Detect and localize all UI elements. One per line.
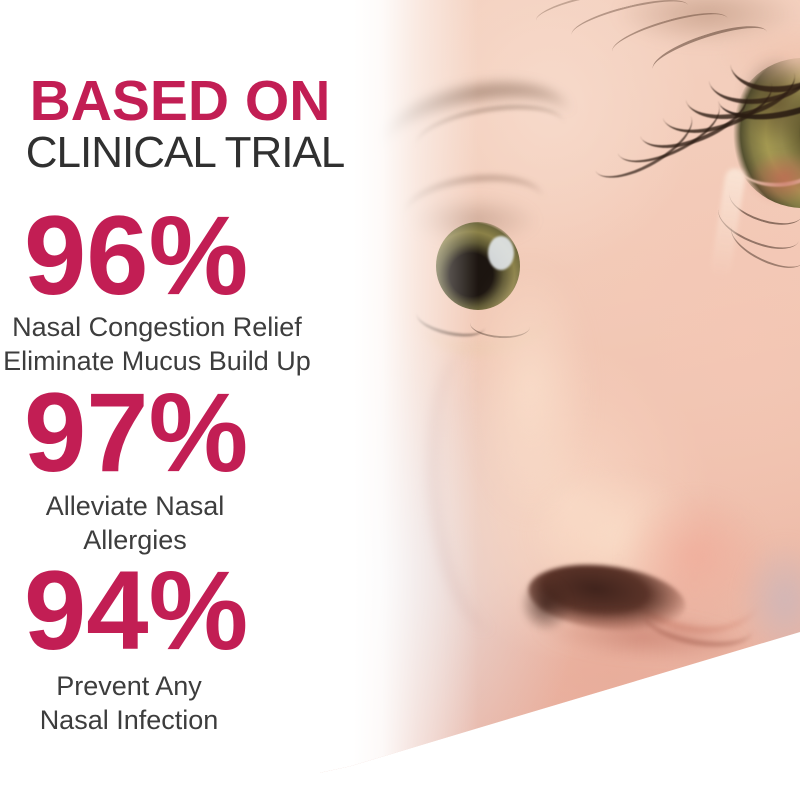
stat-description-line: Alleviate Nasal [45,491,225,521]
stat-description-line: Eliminate Mucus Build Up [3,345,311,376]
stat-value-96: 96% [24,193,249,318]
stat-description-94: Prevent Any Nasal Infection [0,670,258,738]
stat-value-94: 94% [24,548,249,673]
stat-description-96: Nasal Congestion Relief Eliminate Mucus … [2,311,312,379]
stat-description-97: Alleviate Nasal Allergies [0,490,270,558]
woman-face-nose-closeup-photo [320,0,800,773]
stat-value-97: 97% [24,370,249,495]
stat-description-line: Prevent Any [56,671,202,701]
headline-based-on: BASED ON [29,69,331,133]
photo-white-fade [320,0,800,773]
headline-clinical-trial: CLINICAL TRIAL [25,128,346,177]
stat-description-line: Nasal Infection [39,704,219,735]
stat-description-line: Allergies [83,524,187,555]
stat-description-line: Nasal Congestion Relief [12,312,302,342]
